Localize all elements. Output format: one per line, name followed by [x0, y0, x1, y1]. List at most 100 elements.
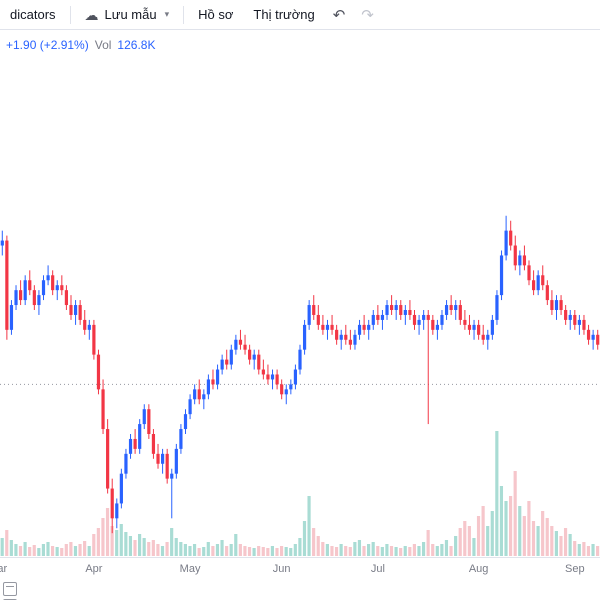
axis-month-label: Jun	[272, 563, 291, 575]
candle-body	[19, 290, 23, 301]
volume-value: 126.8K	[117, 38, 156, 52]
volume-bar	[550, 526, 554, 556]
volume-bar	[380, 547, 384, 556]
candle-body	[518, 255, 522, 266]
time-axis[interactable]: ar Apr May Jun Jul Aug Sep	[0, 557, 600, 579]
candle-body	[32, 290, 36, 306]
axis-month-label: Sep	[565, 563, 585, 575]
candle-body	[302, 324, 307, 350]
candle-body	[183, 414, 188, 430]
profile-label: Hồ sơ	[198, 7, 234, 22]
candle-body	[344, 334, 348, 340]
candle-body	[14, 290, 18, 306]
candle-body	[536, 275, 540, 291]
candle-body	[444, 305, 449, 315]
candle-body	[403, 310, 407, 315]
candle-body	[335, 329, 339, 340]
candlestick-chart[interactable]	[0, 0, 600, 558]
volume-bar	[316, 536, 320, 556]
candle-body	[188, 399, 192, 415]
volume-bar	[270, 546, 275, 556]
undo-icon[interactable]: ↶	[332, 6, 346, 24]
axis-month-label: May	[179, 563, 201, 575]
volume-bar	[215, 544, 220, 556]
volume-bar	[115, 530, 119, 556]
candle-body	[5, 240, 9, 330]
candle-body	[161, 453, 165, 464]
candle-body	[225, 359, 229, 365]
candle-body	[115, 503, 119, 519]
toolbar-divider	[69, 5, 71, 24]
candle-body	[96, 354, 101, 390]
volume-bar	[165, 542, 169, 556]
candle-body	[559, 300, 563, 310]
volume-bar	[83, 541, 87, 556]
candle-body	[577, 319, 581, 325]
volume-bar	[28, 547, 32, 556]
candle-body	[46, 275, 50, 281]
candle-body	[362, 324, 366, 330]
candle-body	[472, 324, 476, 330]
volume-bar	[275, 548, 279, 556]
volume-bar	[225, 546, 229, 556]
candle-body	[156, 453, 160, 464]
volume-bar	[531, 521, 536, 556]
candle-body	[426, 314, 430, 320]
candle-body	[229, 349, 233, 365]
candle-body	[422, 314, 426, 320]
volume-bar	[183, 544, 187, 556]
candle-body	[165, 453, 169, 479]
indicators-button[interactable]: dicators	[2, 3, 64, 26]
volume-bar	[513, 471, 517, 556]
candle-body	[412, 314, 417, 325]
candle-body	[51, 275, 55, 291]
profile-button[interactable]: Hồ sơ	[190, 3, 241, 26]
candle-body	[124, 453, 128, 474]
candle-body	[119, 473, 123, 504]
volume-bar	[247, 547, 252, 556]
volume-bar	[504, 501, 508, 556]
volume-bar	[206, 542, 210, 556]
candle-body	[275, 374, 279, 385]
candle-body	[463, 319, 467, 325]
volume-bar	[174, 538, 178, 556]
candle-body	[284, 389, 288, 395]
price-change: +1.90 (+2.91%)	[6, 38, 89, 52]
volume-bar	[101, 518, 105, 556]
volume-bar	[509, 496, 513, 556]
calendar-icon[interactable]	[3, 582, 17, 596]
candle-body	[394, 305, 398, 310]
candle-body	[197, 389, 201, 400]
candle-body	[289, 384, 293, 390]
candle-body	[564, 310, 568, 320]
save-template-button[interactable]: ☁ Lưu mẫu ▾	[77, 3, 178, 26]
candle-body	[64, 290, 69, 306]
candle-body	[37, 295, 41, 306]
candle-body	[220, 359, 224, 370]
chevron-down-icon: ▾	[164, 9, 170, 19]
axis-month-label: Apr	[85, 563, 103, 575]
redo-icon: ↷	[361, 6, 374, 24]
volume-bar	[421, 542, 426, 556]
candle-body	[0, 240, 4, 246]
volume-bar	[541, 511, 545, 556]
volume-bar	[23, 542, 27, 556]
volume-bar	[426, 530, 430, 556]
candle-body	[522, 255, 527, 266]
candle-body	[179, 429, 183, 449]
volume-bar	[9, 540, 13, 556]
volume-bar	[160, 546, 165, 556]
candle-body	[586, 329, 591, 340]
candle-body	[449, 305, 453, 310]
volume-bar	[243, 546, 247, 556]
candle-body	[243, 344, 247, 350]
volume-bar	[486, 526, 490, 556]
volume-bar	[252, 548, 256, 556]
volume-bar	[334, 547, 339, 556]
candle-body	[357, 324, 362, 335]
volume-bar	[293, 544, 297, 556]
market-button[interactable]: Thị trường	[245, 3, 322, 26]
volume-bar	[357, 540, 362, 556]
volume-bar	[133, 540, 137, 556]
toolbar-divider	[183, 5, 185, 24]
